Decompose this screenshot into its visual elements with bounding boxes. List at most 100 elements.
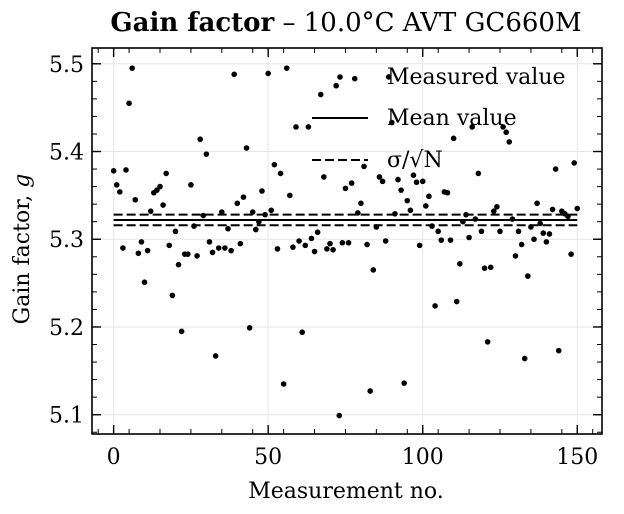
data-point — [463, 211, 469, 218]
data-point — [268, 207, 275, 214]
data-point — [280, 381, 287, 387]
y-tick-label: 5.2 — [49, 316, 84, 341]
legend-marker-dot — [337, 74, 343, 80]
data-point — [209, 249, 216, 256]
data-point — [166, 242, 173, 249]
data-point — [481, 265, 488, 271]
data-point — [537, 220, 543, 227]
data-point — [518, 241, 525, 248]
data-point — [259, 188, 265, 194]
data-point — [543, 239, 550, 245]
x-tick-label: 0 — [107, 445, 121, 470]
data-point — [494, 203, 500, 210]
data-point — [435, 228, 441, 235]
data-point — [410, 172, 417, 179]
y-tick-label: 5.1 — [49, 404, 84, 429]
data-point — [262, 211, 268, 218]
data-point — [194, 253, 200, 259]
data-point — [191, 223, 197, 229]
data-point — [339, 239, 346, 246]
data-point — [475, 170, 482, 177]
y-tick-label: 5.4 — [49, 141, 84, 166]
data-point — [147, 208, 154, 214]
data-point — [160, 202, 166, 208]
data-point — [231, 71, 237, 78]
legend-label: Measured value — [387, 65, 566, 90]
data-point — [345, 239, 352, 246]
data-point — [200, 212, 207, 219]
data-point — [243, 145, 250, 151]
data-point — [283, 65, 290, 71]
data-point — [132, 196, 139, 203]
data-point — [351, 75, 358, 82]
data-point — [253, 226, 259, 233]
data-point — [299, 329, 305, 336]
data-point — [336, 412, 343, 419]
data-point — [219, 209, 225, 215]
data-point — [512, 253, 519, 259]
data-point — [144, 247, 151, 254]
data-point — [444, 189, 451, 196]
data-point — [129, 65, 135, 71]
data-point — [314, 229, 321, 236]
data-point — [203, 151, 210, 157]
data-point — [491, 208, 497, 214]
y-axis-label-var: g — [10, 174, 35, 188]
data-point — [460, 218, 466, 225]
data-point — [117, 189, 123, 195]
data-point — [355, 210, 361, 216]
legend-label: σ/√N — [387, 148, 443, 173]
data-point — [370, 267, 377, 273]
x-axis-label: Measurement no. — [248, 479, 444, 504]
data-point — [509, 216, 516, 222]
data-point — [555, 347, 562, 354]
data-point — [401, 380, 407, 386]
data-point — [450, 135, 457, 142]
data-point — [302, 242, 309, 249]
data-point — [113, 182, 120, 188]
data-point — [376, 174, 383, 180]
data-point — [172, 228, 179, 235]
data-point — [506, 139, 513, 145]
data-point — [361, 163, 367, 170]
data-point — [327, 240, 333, 247]
data-point — [552, 166, 559, 172]
data-point — [271, 161, 278, 168]
data-point — [317, 91, 324, 98]
data-point — [565, 213, 571, 220]
plot-frame — [91, 47, 603, 435]
data-point — [515, 228, 522, 235]
data-point — [478, 228, 485, 235]
data-point — [225, 225, 231, 232]
data-point — [228, 247, 234, 254]
data-point — [135, 250, 142, 257]
data-point — [215, 245, 222, 251]
data-point — [546, 231, 553, 237]
data-point — [321, 174, 327, 180]
data-point — [237, 240, 244, 247]
data-point — [126, 100, 132, 107]
data-point — [379, 178, 386, 185]
data-point — [206, 239, 213, 245]
data-point — [265, 70, 271, 77]
data-point — [457, 261, 463, 267]
data-point — [358, 200, 364, 207]
data-point — [305, 124, 312, 130]
data-point — [429, 223, 435, 229]
data-point — [525, 273, 531, 279]
data-point — [521, 355, 528, 362]
y-axis-label: Gain factor, g — [10, 174, 35, 325]
data-point — [385, 74, 392, 80]
data-point — [169, 292, 176, 299]
data-point — [274, 246, 281, 252]
data-point — [395, 176, 401, 183]
data-point — [348, 180, 355, 186]
data-point — [110, 168, 117, 174]
y-tick-label: 5.5 — [49, 53, 84, 78]
data-point — [311, 248, 318, 255]
data-point — [163, 170, 169, 177]
y-tick-label: 5.3 — [49, 228, 84, 253]
data-point — [308, 235, 315, 242]
x-tick-label: 50 — [254, 445, 282, 470]
